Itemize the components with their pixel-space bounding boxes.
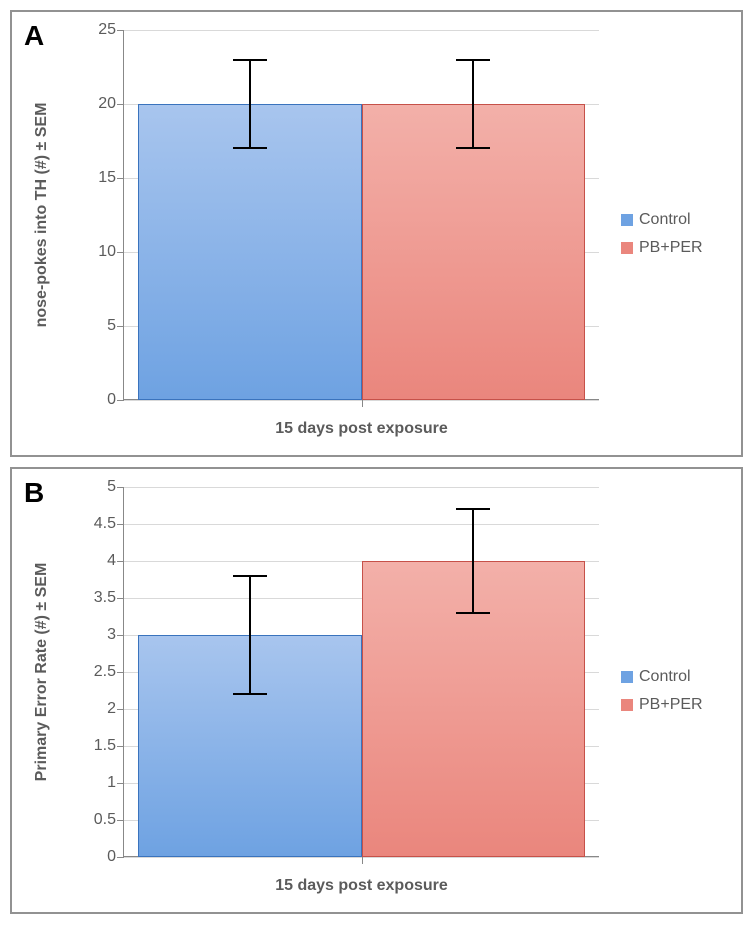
- y-tick-label: 15: [98, 169, 116, 187]
- y-tick-label: 1.5: [94, 737, 116, 755]
- panel-letter: B: [24, 477, 44, 509]
- y-tick-label: 0.5: [94, 811, 116, 829]
- y-tick-label: 3.5: [94, 589, 116, 607]
- y-tick-label: 2.5: [94, 663, 116, 681]
- bar-control: [138, 104, 361, 400]
- legend-label: PB+PER: [639, 696, 703, 714]
- y-tick-mark: [117, 400, 124, 401]
- bar-pb-per: [362, 104, 585, 400]
- gridline: [124, 524, 599, 525]
- legend-item: Control: [621, 211, 703, 229]
- chart-panel-a: A nose-pokes into TH (#) ± SEM 051015202…: [10, 10, 743, 457]
- bar-pb-per: [362, 561, 585, 857]
- x-axis-label: 15 days post exposure: [275, 420, 448, 438]
- y-tick-label: 25: [98, 21, 116, 39]
- y-tick-label: 4.5: [94, 515, 116, 533]
- y-tick-label: 5: [107, 317, 116, 335]
- y-tick-label: 3: [107, 626, 116, 644]
- gridline: [124, 487, 599, 488]
- y-tick-label: 10: [98, 243, 116, 261]
- legend-swatch: [621, 214, 633, 226]
- y-tick-label: 20: [98, 95, 116, 113]
- page: A nose-pokes into TH (#) ± SEM 051015202…: [0, 0, 753, 927]
- y-tick-label: 0: [107, 391, 116, 409]
- y-tick-label: 4: [107, 552, 116, 570]
- plot-area: 00.511.522.533.544.55: [124, 487, 599, 857]
- y-axis-line: [123, 487, 124, 857]
- y-axis-label: nose-pokes into TH (#) ± SEM: [33, 103, 51, 328]
- x-tick-mark: [362, 857, 363, 864]
- panel-letter: A: [24, 20, 44, 52]
- y-tick-label: 5: [107, 478, 116, 496]
- legend: Control PB+PER: [621, 658, 703, 724]
- y-tick-label: 1: [107, 774, 116, 792]
- x-axis-label: 15 days post exposure: [275, 877, 448, 895]
- gridline: [124, 30, 599, 31]
- legend-label: Control: [639, 668, 691, 686]
- chart-panel-b: B Primary Error Rate (#) ± SEM 00.511.52…: [10, 467, 743, 914]
- plot-area: 0510152025: [124, 30, 599, 400]
- legend-item: PB+PER: [621, 239, 703, 257]
- legend-label: PB+PER: [639, 239, 703, 257]
- legend-item: PB+PER: [621, 696, 703, 714]
- legend-swatch: [621, 242, 633, 254]
- legend-swatch: [621, 699, 633, 711]
- y-axis-label: Primary Error Rate (#) ± SEM: [33, 563, 51, 782]
- bar-control: [138, 635, 361, 857]
- y-axis-line: [123, 30, 124, 400]
- legend: Control PB+PER: [621, 201, 703, 267]
- x-tick-mark: [362, 400, 363, 407]
- legend-label: Control: [639, 211, 691, 229]
- y-tick-label: 2: [107, 700, 116, 718]
- legend-item: Control: [621, 668, 703, 686]
- y-tick-label: 0: [107, 848, 116, 866]
- y-tick-mark: [117, 857, 124, 858]
- legend-swatch: [621, 671, 633, 683]
